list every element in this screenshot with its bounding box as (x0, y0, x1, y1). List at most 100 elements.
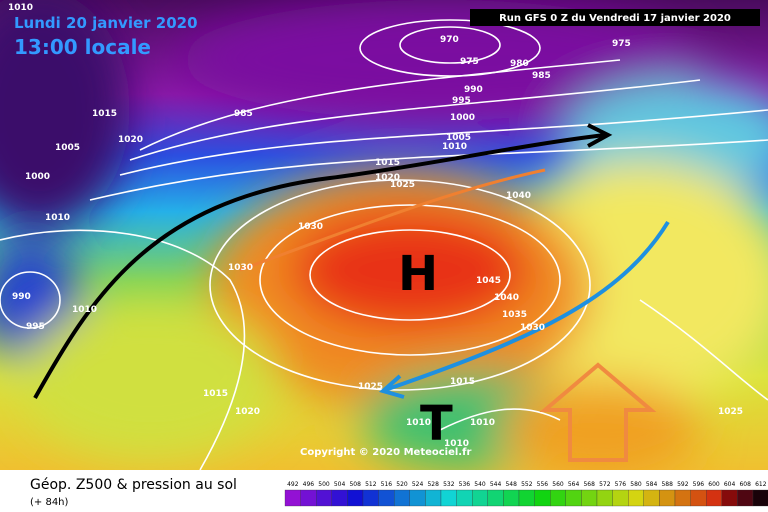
scale-label: 560 (552, 481, 564, 488)
scale-swatch (737, 489, 754, 507)
scale-swatch (300, 489, 317, 507)
scale-swatch (472, 489, 488, 507)
pressure-label: 1025 (390, 180, 415, 190)
scale-label: 572 (599, 481, 611, 488)
scale-swatch (550, 489, 566, 507)
pressure-label: 975 (612, 39, 631, 49)
low-marker: T (420, 396, 453, 452)
pressure-label: 975 (460, 57, 479, 67)
footer-lead: (+ 84h) (30, 497, 69, 508)
scale-label: 568 (583, 481, 595, 488)
scale-label: 604 (724, 481, 736, 488)
footer-title: Géop. Z500 & pression au sol (30, 477, 237, 493)
isobars (0, 19, 768, 471)
scale-label: 544 (490, 481, 502, 488)
scale-label: 508 (349, 481, 361, 488)
pressure-label: 1040 (506, 191, 531, 201)
high-marker: H (398, 246, 438, 302)
scale-label: 540 (474, 481, 486, 488)
copyright: Copyright © 2020 Meteociel.fr (300, 447, 471, 458)
pressure-label: 1015 (375, 158, 400, 168)
pressure-label: 1010 (442, 142, 467, 152)
scale-label: 492 (287, 481, 299, 488)
scale-swatch (378, 489, 395, 507)
scale-label: 520 (396, 481, 408, 488)
pressure-label: 990 (464, 85, 483, 95)
map-background (0, 0, 768, 480)
date-line: Lundi 20 janvier 2020 (14, 14, 198, 32)
pressure-label: 1020 (118, 135, 143, 145)
flow-arrows (33, 123, 670, 462)
pressure-label: 1020 (375, 173, 400, 183)
scale-swatch (425, 489, 442, 507)
scale-label: 600 (708, 481, 720, 488)
scale-swatch (316, 489, 332, 507)
pressure-label: 1015 (450, 377, 475, 387)
scale-label: 496 (303, 481, 315, 488)
scale-label: 576 (615, 481, 627, 488)
pressure-label: 1010 (8, 3, 33, 13)
scale-swatch (659, 489, 676, 507)
scale-label: 536 (459, 481, 471, 488)
time-line: 13:00 locale (14, 35, 151, 59)
scale-swatch (456, 489, 473, 507)
scale-swatch (565, 489, 582, 507)
pressure-label: 1020 (235, 407, 260, 417)
scale-label: 612 (755, 481, 767, 488)
pressure-label: 1025 (358, 382, 383, 392)
scale-swatch (284, 489, 301, 507)
pressure-label: 1030 (298, 222, 323, 232)
scale-swatch (690, 489, 707, 507)
color-scale: 492 496 500 504 508 512 516 520 524 528 532 536 540 5… (284, 481, 768, 507)
scale-label: 504 (334, 481, 346, 488)
pressure-label: 1000 (450, 113, 475, 123)
scale-swatch (706, 489, 722, 507)
scale-label: 592 (677, 481, 689, 488)
pressure-label: 1045 (476, 276, 501, 286)
pressure-label: 990 (12, 292, 31, 302)
scale-label: 500 (318, 481, 330, 488)
scale-swatch (394, 489, 410, 507)
pressure-label: 1005 (55, 143, 80, 153)
scale-swatch (612, 489, 629, 507)
pressure-label: 970 (440, 35, 459, 45)
scale-swatch (534, 489, 551, 507)
scale-label: 556 (537, 481, 549, 488)
scale-swatch (643, 489, 660, 507)
scale-label: 580 (630, 481, 642, 488)
scale-swatch (409, 489, 426, 507)
scale-swatch (721, 489, 738, 507)
run-info: Run GFS 0 Z du Vendredi 17 janvier 2020 (499, 13, 731, 24)
scale-label: 548 (505, 481, 517, 488)
pressure-label: 1000 (25, 172, 50, 182)
scale-label: 552 (521, 481, 533, 488)
pressure-label: 1010 (444, 439, 469, 449)
pressure-label: 1010 (72, 305, 97, 315)
scale-swatch (752, 489, 768, 507)
pressure-label: 1005 (446, 133, 471, 143)
scale-swatch (503, 489, 520, 507)
scale-swatch (596, 489, 613, 507)
run-box (470, 9, 760, 26)
scale-label: 588 (661, 481, 673, 488)
scale-swatch (518, 489, 535, 507)
scale-label: 564 (568, 481, 580, 488)
scale-swatch (331, 489, 348, 507)
scale-label: 532 (443, 481, 455, 488)
pressure-label: 1025 (718, 407, 743, 417)
scale-swatch (362, 489, 379, 507)
pressure-label: 1030 (520, 323, 545, 333)
pressure-label: 985 (234, 109, 253, 119)
pressure-label: 985 (532, 71, 551, 81)
pressure-label: 1035 (502, 310, 527, 320)
scale-swatch (487, 489, 504, 507)
pressure-label: 995 (26, 322, 45, 332)
scale-label: 516 (381, 481, 393, 488)
pressure-label: 995 (452, 96, 471, 106)
pressure-label: 980 (510, 59, 529, 69)
scale-label: 524 (412, 481, 424, 488)
scale-label: 608 (739, 481, 751, 488)
